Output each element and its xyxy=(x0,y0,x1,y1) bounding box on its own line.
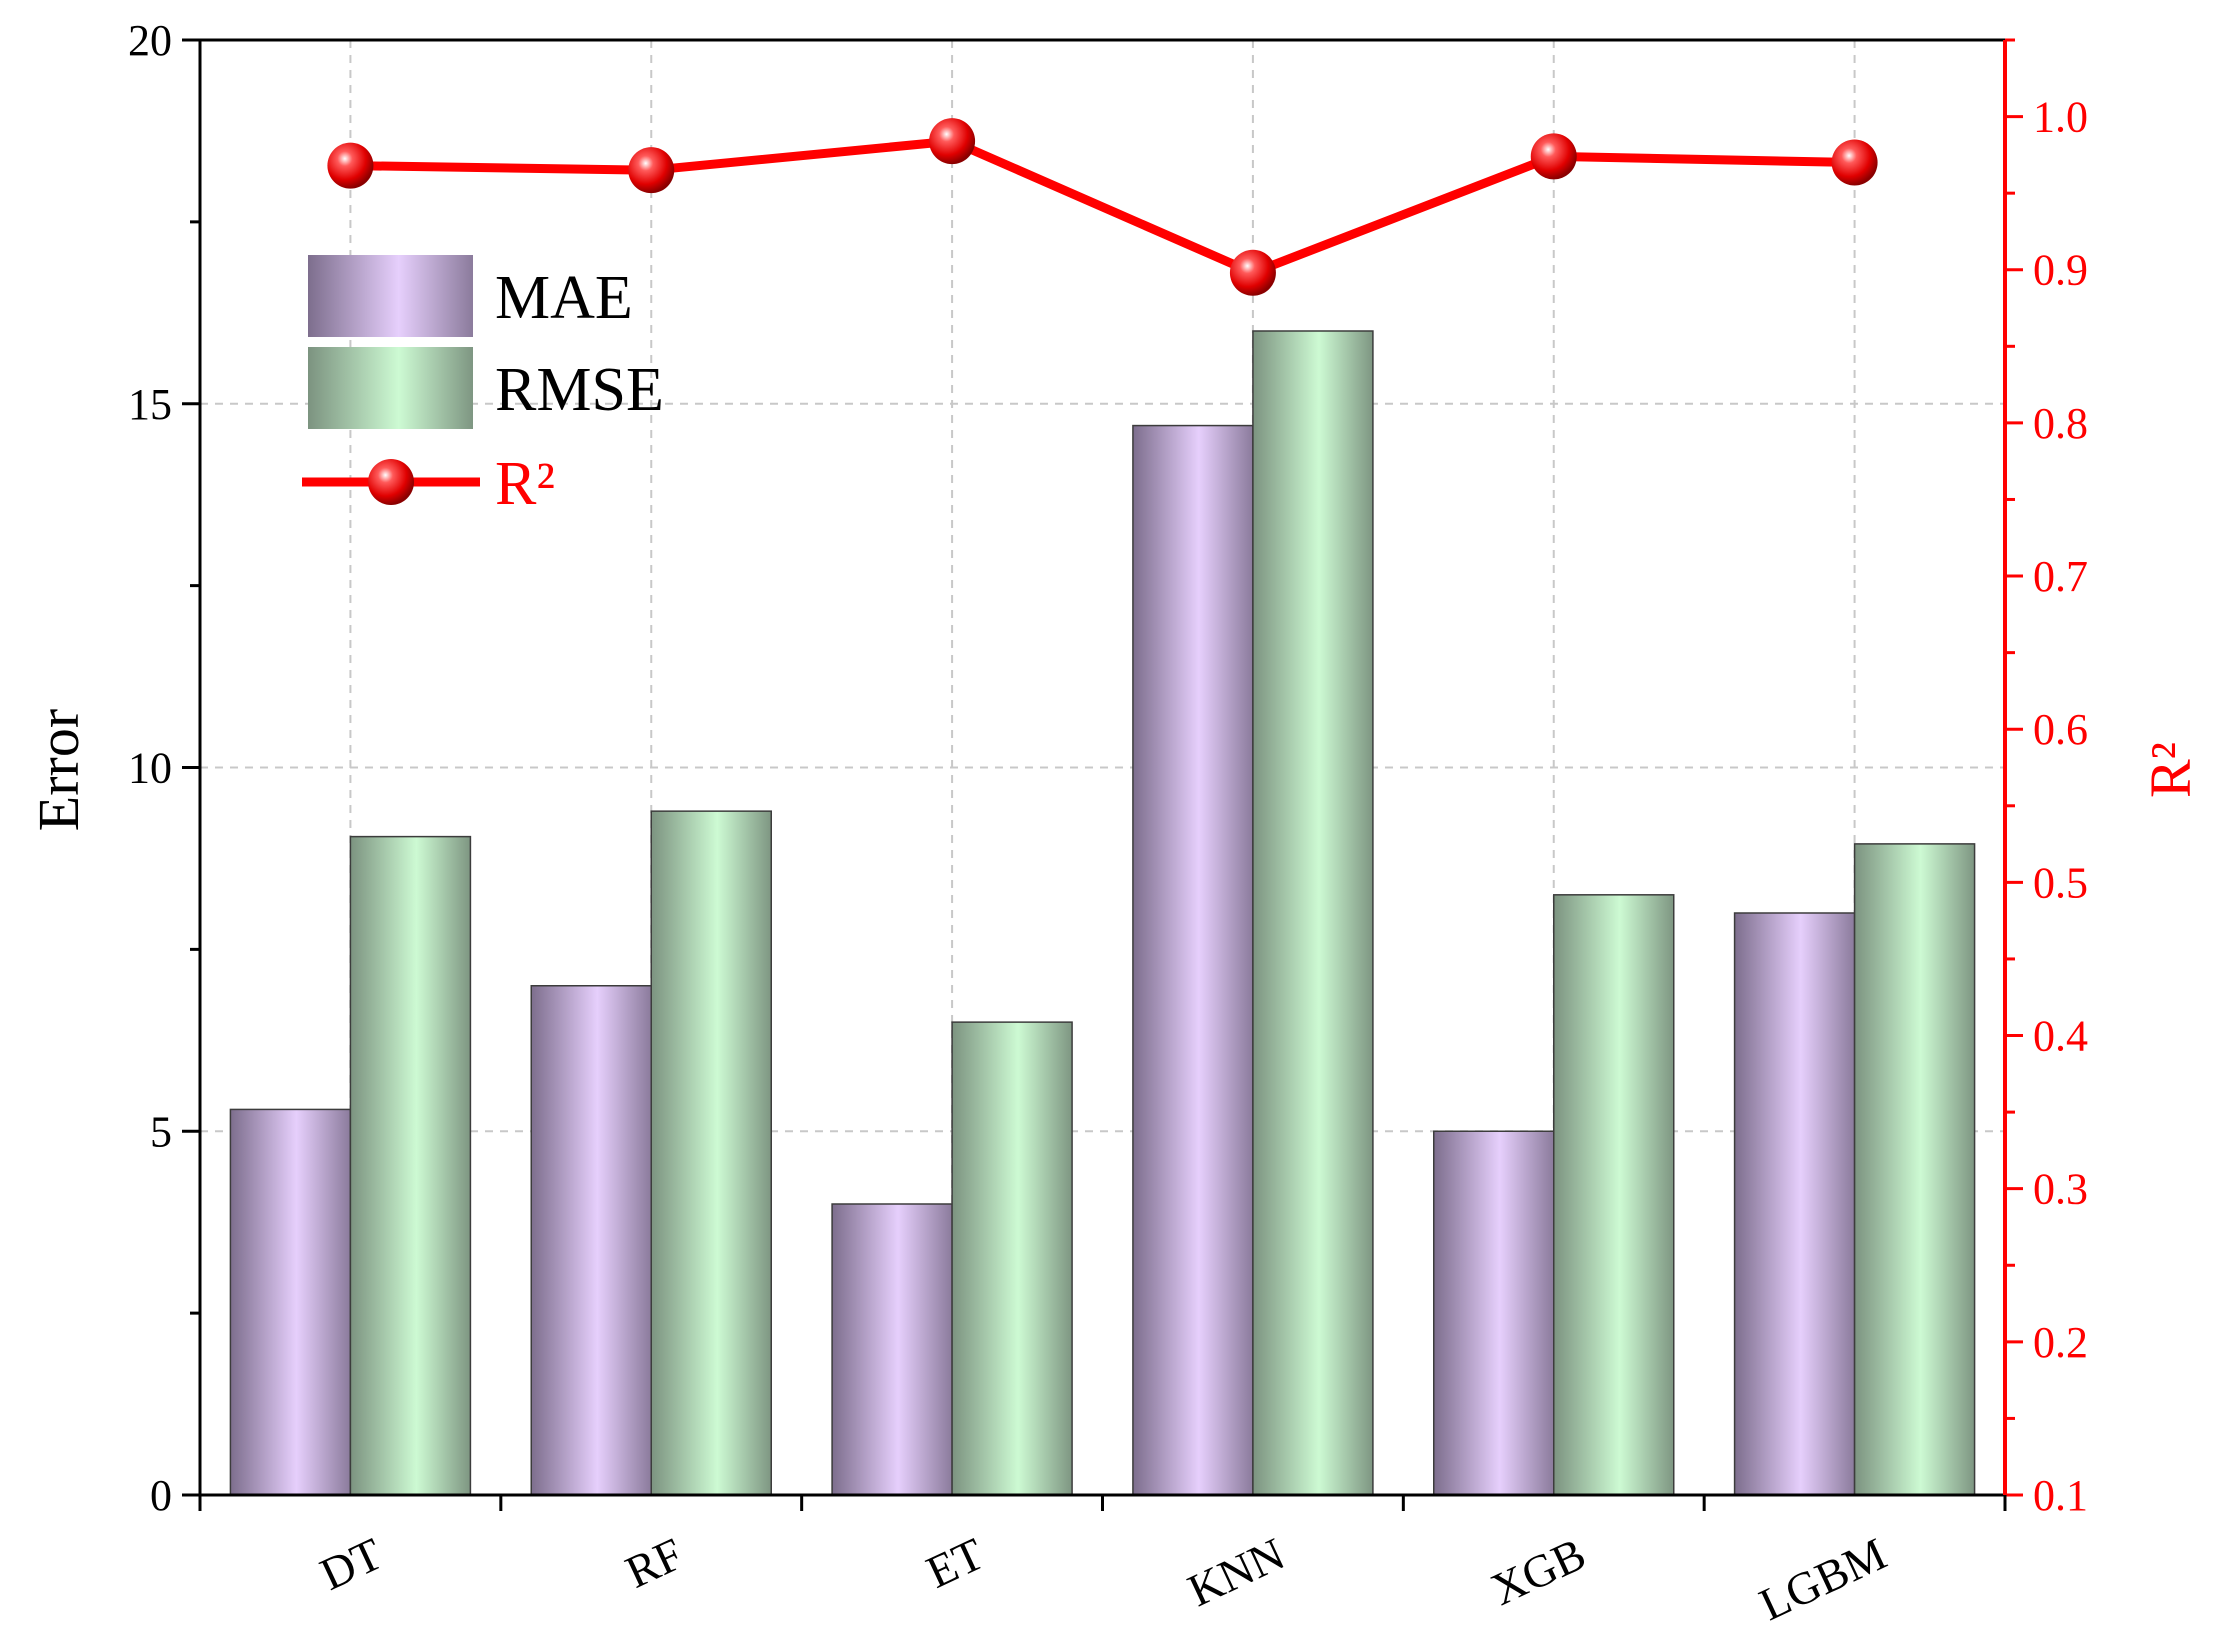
legend-swatch-rmse xyxy=(308,347,473,429)
bar-rmse-dt xyxy=(349,835,472,1496)
legend-marker-r2 xyxy=(368,459,414,505)
y-tick-label: 5 xyxy=(150,1107,172,1156)
bar-rmse-knn xyxy=(1252,330,1374,1496)
y2-tick-label: 0.1 xyxy=(2033,1471,2088,1520)
bar-mae-et xyxy=(831,1203,953,1496)
y2-tick-label: 0.5 xyxy=(2033,858,2088,907)
y-tick-label: 15 xyxy=(128,380,172,429)
bar-rmse-lgbm xyxy=(1853,843,1976,1496)
x-category-label-lgbm: LGBM xyxy=(1752,1528,1894,1630)
bar-mae-dt xyxy=(229,1108,352,1496)
legend: MAE RMSE R² xyxy=(302,255,664,518)
y-axis-title: Error xyxy=(26,709,91,831)
bar-mae-xgb xyxy=(1433,1130,1555,1496)
x-category-label-knn: KNN xyxy=(1180,1528,1292,1616)
bar-rmse-et xyxy=(951,1021,1073,1496)
y2-tick-label: 0.9 xyxy=(2033,246,2088,295)
bar-rmse-rf xyxy=(650,810,772,1496)
legend-label-rmse: RMSE xyxy=(495,356,664,424)
y-tick-label: 10 xyxy=(128,744,172,793)
bar-rmse-xgb xyxy=(1553,894,1675,1496)
x-category-label-et: ET xyxy=(919,1528,991,1598)
r2-point-knn xyxy=(1229,249,1276,296)
bar-mae-lgbm xyxy=(1733,912,1856,1496)
y2-tick-label: 0.8 xyxy=(2033,399,2088,448)
y-tick-label: 0 xyxy=(150,1471,172,1520)
r2-polyline xyxy=(350,136,1855,278)
bar-mae-knn xyxy=(1132,424,1254,1496)
y2-tick-label: 0.4 xyxy=(2033,1012,2088,1061)
r2-point-dt xyxy=(327,142,374,189)
legend-label-mae: MAE xyxy=(495,264,633,332)
y2-tick-label: 0.6 xyxy=(2033,705,2088,754)
y2-tick-label: 0.7 xyxy=(2033,552,2088,601)
y-tick-label: 20 xyxy=(128,16,172,65)
x-category-label-dt: DT xyxy=(313,1528,390,1600)
bar-mae-rf xyxy=(530,985,652,1496)
r2-line xyxy=(327,118,1878,296)
legend-label-r2: R² xyxy=(495,450,555,518)
r2-point-rf xyxy=(628,147,675,194)
legend-swatch-mae xyxy=(308,255,473,337)
x-category-label-rf: RF xyxy=(618,1528,691,1598)
y2-axis-title: R² xyxy=(2138,742,2203,798)
r2-point-xgb xyxy=(1530,133,1577,180)
x-category-label-xgb: XGB xyxy=(1483,1528,1593,1615)
r2-point-lgbm xyxy=(1831,139,1878,186)
y2-tick-label: 1.0 xyxy=(2033,93,2088,142)
r2-point-et xyxy=(929,118,976,165)
bars xyxy=(229,330,1976,1496)
y2-tick-label: 0.2 xyxy=(2033,1318,2088,1367)
y2-tick-label: 0.3 xyxy=(2033,1165,2088,1214)
